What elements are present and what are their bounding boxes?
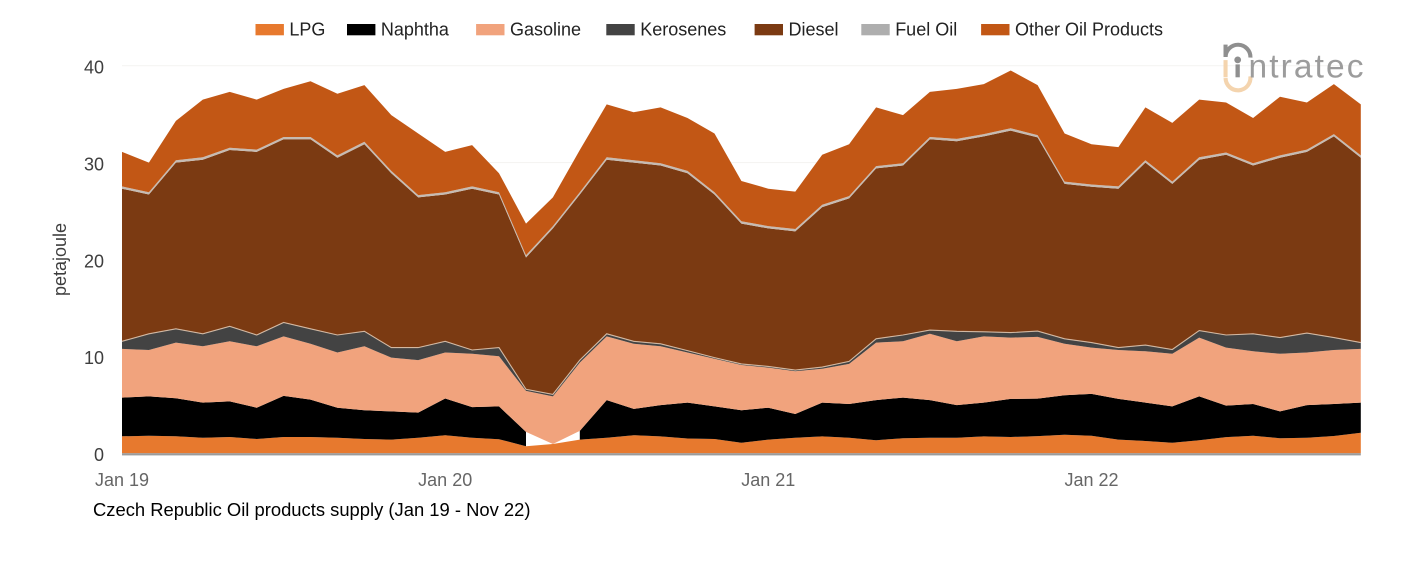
svg-text:Gasoline: Gasoline <box>510 20 581 40</box>
svg-text:Other Oil Products: Other Oil Products <box>1015 20 1163 40</box>
svg-text:Diesel: Diesel <box>789 20 839 40</box>
svg-text:40: 40 <box>84 58 104 78</box>
svg-text:10: 10 <box>84 348 104 368</box>
svg-text:Naphtha: Naphtha <box>381 20 450 40</box>
svg-text:Czech Republic Oil products su: Czech Republic Oil products supply (Jan … <box>93 499 531 520</box>
svg-text:20: 20 <box>84 251 104 271</box>
svg-text:30: 30 <box>84 155 104 175</box>
svg-text:Jan 20: Jan 20 <box>418 470 472 490</box>
svg-text:Jan 22: Jan 22 <box>1064 470 1118 490</box>
svg-text:Kerosenes: Kerosenes <box>640 20 726 40</box>
svg-text:Jan 19: Jan 19 <box>95 470 149 490</box>
svg-text:ntratec: ntratec <box>1249 48 1366 85</box>
svg-text:Jan 21: Jan 21 <box>741 470 795 490</box>
svg-text:LPG: LPG <box>289 20 325 40</box>
svg-text:Fuel Oil: Fuel Oil <box>895 20 957 40</box>
svg-text:0: 0 <box>94 445 104 465</box>
svg-text:petajoule: petajoule <box>50 223 70 296</box>
